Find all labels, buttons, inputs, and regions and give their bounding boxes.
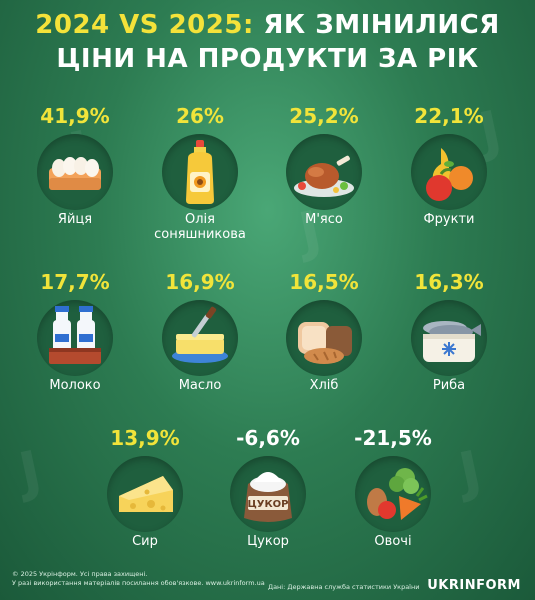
fruits-icon	[411, 134, 487, 210]
page-title-line-1: 2024 VS 2025: ЯК ЗМІНИЛИСЯ	[0, 10, 535, 40]
percent-value: 41,9%	[40, 104, 110, 128]
footer-copyright: © 2025 Укрінформ. Усі права захищені. У …	[12, 570, 265, 588]
sunflower-oil-icon	[162, 134, 238, 210]
sugar-bag-text: ЦУКОР	[248, 499, 289, 510]
item-label: Овочі	[374, 534, 412, 549]
title-question: ЯК ЗМІНИЛИСЯ	[263, 10, 500, 40]
item-bread: 16,5% Хліб	[264, 270, 384, 420]
percent-value: 16,5%	[289, 270, 359, 294]
percent-value: 26%	[176, 104, 224, 128]
percent-value: 17,7%	[40, 270, 110, 294]
item-eggs: 41,9% Яйця	[15, 104, 135, 254]
item-label: Молоко	[49, 378, 101, 393]
percent-value: 16,3%	[414, 270, 484, 294]
background-watermark-j: J	[13, 438, 47, 505]
percent-value: 25,2%	[289, 104, 359, 128]
vegetables-icon	[355, 456, 431, 532]
item-cheese: 13,9% Сир	[85, 426, 205, 576]
item-butter: 16,9% Масло	[140, 270, 260, 420]
item-label: Сир	[132, 534, 158, 549]
item-label: Фрукти	[423, 212, 475, 227]
percent-value: -6,6%	[236, 426, 300, 450]
item-fruits: 22,1% Фрукти	[389, 104, 509, 254]
meat-icon	[286, 134, 362, 210]
item-milk: 17,7% Молоко	[15, 270, 135, 420]
background-watermark-j: J	[453, 438, 487, 505]
item-label: Риба	[432, 378, 466, 393]
percent-value: 16,9%	[165, 270, 235, 294]
item-label: Цукор	[247, 534, 289, 549]
fish-icon	[411, 300, 487, 376]
copyright-text: © 2025 Укрінформ. Усі права захищені.	[12, 570, 148, 578]
percent-value: 22,1%	[414, 104, 484, 128]
usage-text: У разі використання матеріалів посилання…	[12, 579, 265, 587]
ukrinform-logo: UKRINFORM	[427, 578, 521, 593]
eggs-icon	[37, 134, 113, 210]
data-source: Дані: Державна служба статистики України	[268, 583, 420, 591]
item-meat: 25,2% М'ясо	[264, 104, 384, 254]
milk-icon	[37, 300, 113, 376]
item-label: Олія соняшникова	[154, 212, 246, 242]
item-sugar: -6,6% ЦУКОР Цукор	[208, 426, 328, 576]
item-label: М'ясо	[305, 212, 343, 227]
item-vegetables: -21,5% Овочі	[333, 426, 453, 576]
butter-icon	[162, 300, 238, 376]
item-label: Яйця	[57, 212, 93, 227]
percent-value: 13,9%	[110, 426, 180, 450]
page-title-line-2: ЦІНИ НА ПРОДУКТИ ЗА РІК	[56, 44, 479, 74]
percent-value: -21,5%	[354, 426, 432, 450]
cheese-icon	[107, 456, 183, 532]
item-fish: 16,3% Риба	[389, 270, 509, 420]
sugar-icon: ЦУКОР	[230, 456, 306, 532]
item-sunflower-oil: 26% Олія соняшникова	[140, 104, 260, 254]
item-label: Хліб	[309, 378, 339, 393]
bread-icon	[286, 300, 362, 376]
item-label: Масло	[178, 378, 222, 393]
title-years: 2024 VS 2025:	[35, 10, 254, 40]
